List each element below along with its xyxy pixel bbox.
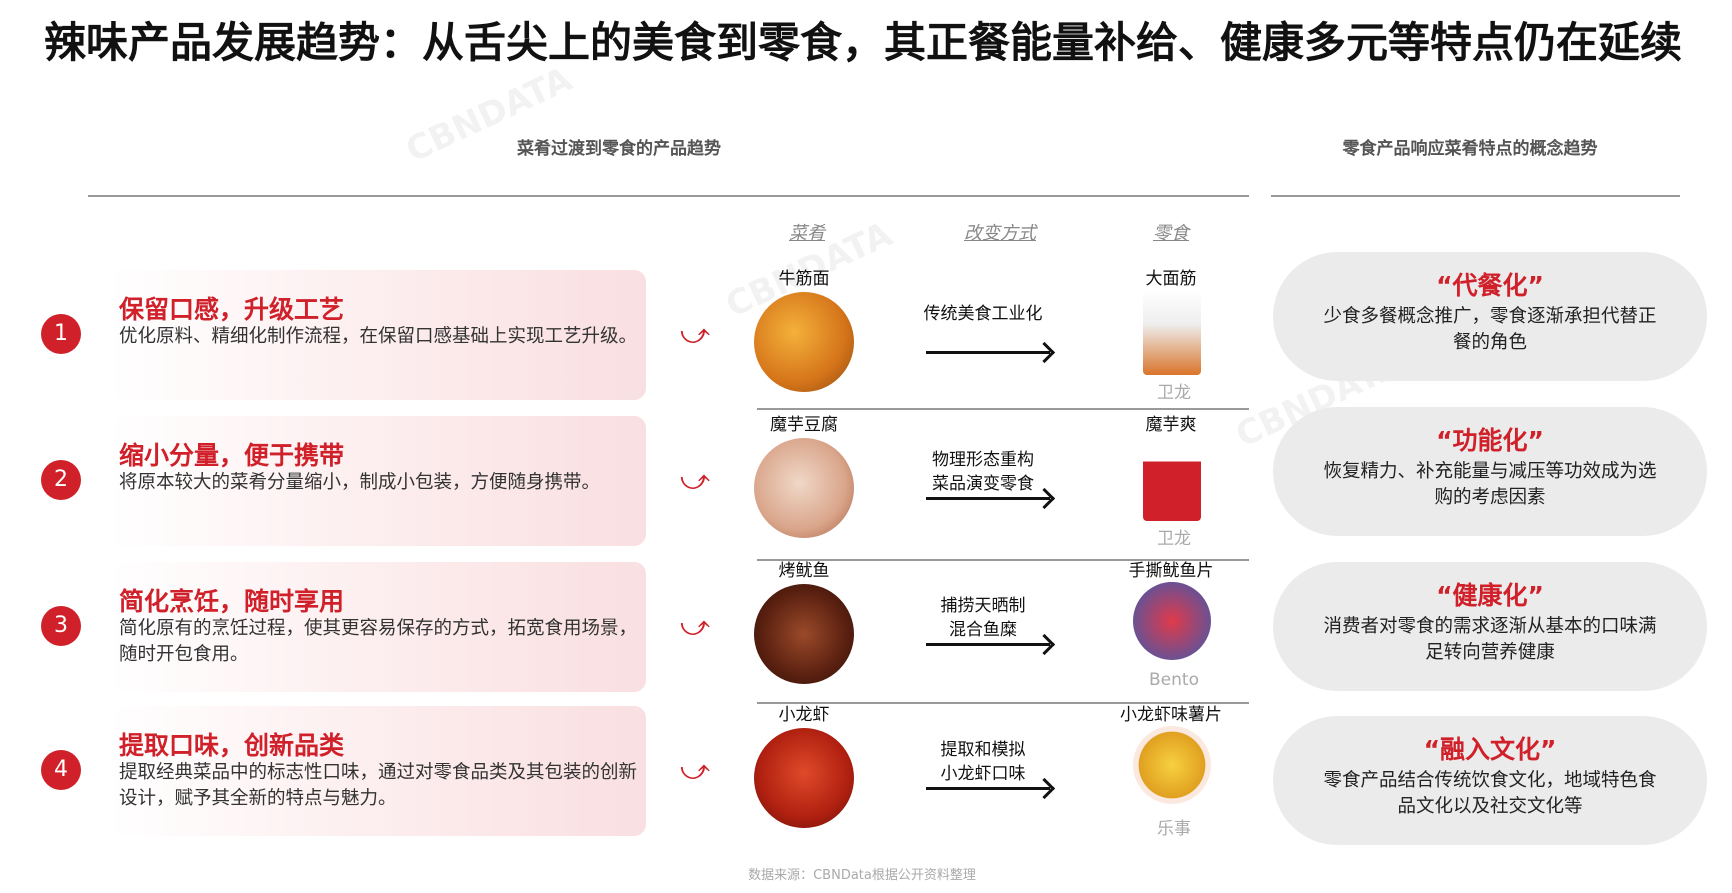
page-title: 辣味产品发展趋势：从舌尖上的美食到零食，其正餐能量补给、健康多元等特点仍在延续: [44, 18, 1683, 67]
snack-name: 手撕鱿鱼片: [1128, 561, 1214, 581]
right-arrow-icon: [926, 634, 1056, 654]
step-number-badge: 1: [41, 314, 81, 354]
concept-heading: “融入文化”: [1423, 735, 1557, 764]
trend-heading: 缩小分量，便于携带: [119, 441, 345, 470]
concept-heading: “功能化”: [1436, 426, 1544, 455]
concept-description: 少食多餐概念推广，零食逐渐承担代替正餐的角色: [1323, 306, 1657, 353]
snack-product-image: [1143, 290, 1201, 375]
right-arrow-icon: [926, 342, 1056, 362]
concept-pill: “功能化” 恢复精力、补充能量与减压等功效成为选购的考虑因素: [1273, 407, 1707, 536]
snack-name: 魔芋爽: [1145, 415, 1197, 435]
right-arrow-icon: [926, 778, 1056, 798]
left-section-header: 菜肴过渡到零食的产品趋势: [517, 139, 721, 159]
step-number-badge: 2: [41, 460, 81, 500]
concept-pill: “融入文化” 零食产品结合传统饮食文化，地域特色食品文化以及社交文化等: [1273, 716, 1707, 845]
divider: [88, 195, 1249, 197]
curved-arrow-icon: ⤻: [680, 753, 710, 786]
trend-description: 简化原有的烹饪过程，使其更容易保存的方式，拓宽食用场景，随时开包食用。: [119, 618, 638, 665]
step-number-badge: 3: [41, 606, 81, 646]
trend-card: 简化烹饪，随时享用 简化原有的烹饪过程，使其更容易保存的方式，拓宽食用场景，随时…: [110, 562, 646, 692]
divider: [1271, 195, 1680, 197]
snack-product-image: [1133, 582, 1211, 660]
brand-name: 卫龙: [1157, 383, 1191, 403]
dish-name: 魔芋豆腐: [770, 415, 838, 435]
row-separator: [757, 408, 1249, 410]
curved-arrow-icon: ⤻: [680, 463, 710, 496]
brand-name: 乐事: [1157, 819, 1191, 839]
trend-card: 保留口感，升级工艺 优化原料、精细化制作流程，在保留口感基础上实现工艺升级。: [110, 270, 646, 400]
concept-description: 恢复精力、补充能量与减压等功效成为选购的考虑因素: [1323, 461, 1657, 508]
trend-card: 缩小分量，便于携带 将原本较大的菜肴分量缩小，制成小包装，方便随身携带。: [110, 416, 646, 546]
trend-description: 提取经典菜品中的标志性口味，通过对零食品类及其包装的创新设计，赋予其全新的特点与…: [119, 762, 638, 809]
right-arrow-icon: [926, 488, 1056, 508]
trend-card: 提取口味，创新品类 提取经典菜品中的标志性口味，通过对零食品类及其包装的创新设计…: [110, 706, 646, 836]
trend-heading: 提取口味，创新品类: [119, 731, 345, 760]
trend-heading: 简化烹饪，随时享用: [119, 587, 345, 616]
row-separator: [757, 702, 1249, 704]
column-header-dish: 菜肴: [789, 223, 825, 244]
dish-image: [754, 438, 854, 538]
brand-name: Bento: [1149, 670, 1199, 690]
snack-name: 大面筋: [1145, 269, 1197, 289]
step-number-badge: 4: [41, 750, 81, 790]
concept-heading: “健康化”: [1436, 581, 1544, 610]
dish-image: [754, 584, 854, 684]
curved-arrow-icon: ⤻: [680, 317, 710, 350]
dish-name: 小龙虾: [778, 705, 830, 725]
snack-product-image: [1133, 726, 1211, 804]
dish-name: 烤鱿鱼: [778, 561, 830, 581]
column-header-method: 改变方式: [964, 223, 1036, 244]
curved-arrow-icon: ⤻: [680, 609, 710, 642]
right-section-header: 零食产品响应菜肴特点的概念趋势: [1342, 139, 1598, 159]
dish-image: [754, 292, 854, 392]
column-header-snack: 零食: [1153, 223, 1189, 244]
dish-name: 牛筋面: [778, 269, 830, 289]
concept-description: 零食产品结合传统饮食文化，地域特色食品文化以及社交文化等: [1323, 770, 1657, 817]
row-separator: [757, 559, 1249, 561]
trend-description: 将原本较大的菜肴分量缩小，制成小包装，方便随身携带。: [119, 472, 601, 493]
data-source: 数据来源：CBNData根据公开资料整理: [748, 868, 976, 883]
concept-heading: “代餐化”: [1436, 271, 1544, 300]
dish-image: [754, 728, 854, 828]
concept-pill: “健康化” 消费者对零食的需求逐渐从基本的口味满足转向营养健康: [1273, 562, 1707, 691]
trend-description: 优化原料、精细化制作流程，在保留口感基础上实现工艺升级。: [119, 326, 638, 347]
snack-product-image: [1143, 436, 1201, 521]
brand-name: 卫龙: [1157, 529, 1191, 549]
concept-description: 消费者对零食的需求逐渐从基本的口味满足转向营养健康: [1323, 616, 1657, 663]
method-text: 传统美食工业化: [923, 304, 1043, 324]
trend-heading: 保留口感，升级工艺: [119, 295, 345, 324]
concept-pill: “代餐化” 少食多餐概念推广，零食逐渐承担代替正餐的角色: [1273, 252, 1707, 381]
snack-name: 小龙虾味薯片: [1120, 705, 1222, 725]
